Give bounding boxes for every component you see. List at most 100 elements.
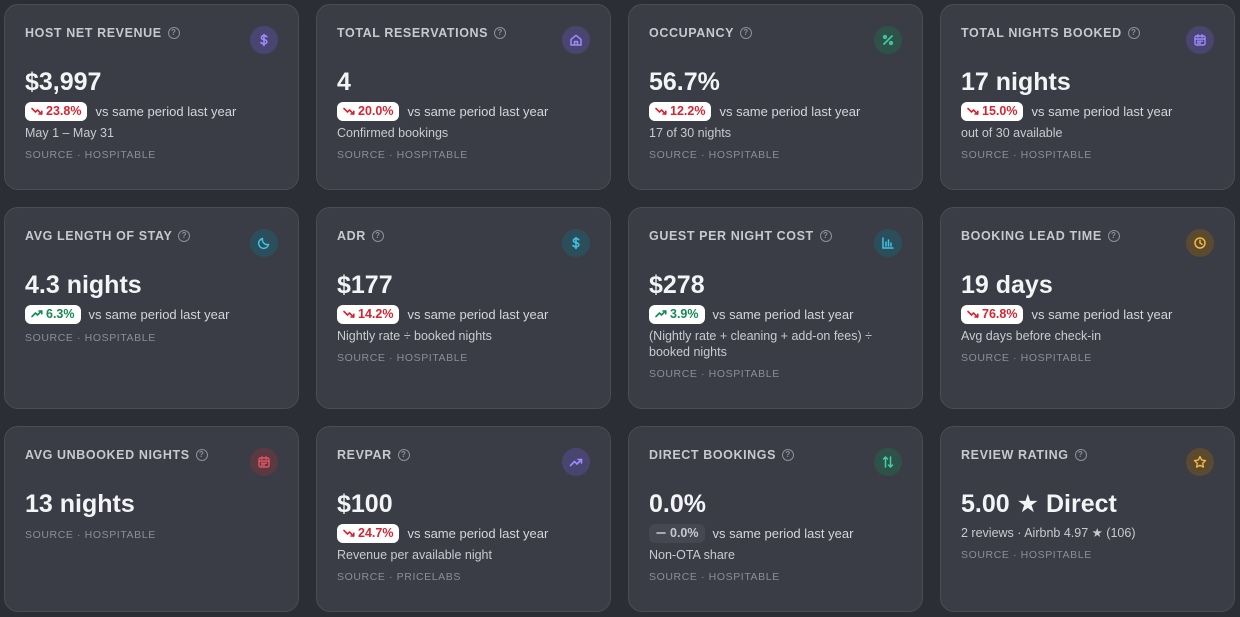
- metric-card-avg-unbooked-nights: AVG UNBOOKED NIGHTS ? 13 nights SOURCE · …: [4, 426, 299, 612]
- card-title-text: DIRECT BOOKINGS: [649, 448, 777, 462]
- delta-value: 23.8%: [46, 104, 82, 118]
- dollar-icon: [562, 229, 590, 257]
- card-title: TOTAL NIGHTS BOOKED ?: [961, 26, 1140, 40]
- help-icon[interactable]: ?: [195, 449, 208, 461]
- trend-flat-icon: [655, 528, 667, 538]
- delta-row: 14.2% vs same period last year: [337, 304, 590, 324]
- metric-card-total-reservations: TOTAL RESERVATIONS ? 4 20.0% vs same per…: [316, 4, 611, 190]
- delta-badge: 76.8%: [961, 304, 1024, 324]
- delta-row: 12.2% vs same period last year: [649, 101, 902, 121]
- delta-row: 76.8% vs same period last year: [961, 304, 1214, 324]
- comparison-label: vs same period last year: [1031, 306, 1173, 322]
- metric-value: 5.00 ★ Direct: [961, 490, 1117, 518]
- help-icon[interactable]: ?: [740, 27, 753, 39]
- help-icon[interactable]: ?: [397, 449, 410, 461]
- card-header: DIRECT BOOKINGS ?: [649, 447, 902, 483]
- delta-row: 3.9% vs same period last year: [649, 304, 902, 324]
- clock-icon: [1186, 229, 1214, 257]
- delta-value: 14.2%: [358, 307, 394, 321]
- arrows-icon: [874, 448, 902, 476]
- delta-value: 3.9%: [670, 307, 699, 321]
- card-title: DIRECT BOOKINGS ?: [649, 448, 795, 462]
- card-title: GUEST PER NIGHT COST ?: [649, 229, 832, 243]
- metric-card-review-rating: REVIEW RATING ? 5.00 ★ Direct 2 reviews ·…: [940, 426, 1235, 612]
- comparison-label: vs same period last year: [712, 525, 854, 541]
- home-icon: [562, 26, 590, 54]
- delta-row: 23.8% vs same period last year: [25, 101, 278, 121]
- metric-value: 17 nights: [961, 68, 1071, 96]
- help-icon[interactable]: ?: [1107, 230, 1120, 242]
- trend-down-icon: [343, 106, 355, 116]
- metric-value: $3,997: [25, 68, 102, 96]
- card-title: BOOKING LEAD TIME ?: [961, 229, 1120, 243]
- metric-card-revpar: REVPAR ? $100 24.7% vs same period last …: [316, 426, 611, 612]
- percent-icon: [874, 26, 902, 54]
- trend-down-icon: [343, 309, 355, 319]
- metric-card-host-net-revenue: HOST NET REVENUE ? $3,997 23.8% vs same …: [4, 4, 299, 190]
- delta-badge: 14.2%: [337, 304, 400, 324]
- delta-value: 20.0%: [358, 104, 394, 118]
- help-icon[interactable]: ?: [819, 230, 832, 242]
- comparison-label: vs same period last year: [88, 306, 230, 322]
- card-header: GUEST PER NIGHT COST ?: [649, 228, 902, 264]
- help-icon[interactable]: ?: [178, 230, 191, 242]
- metric-value: 19 days: [961, 271, 1053, 299]
- delta-badge: 6.3%: [25, 304, 81, 324]
- help-icon[interactable]: ?: [371, 230, 384, 242]
- card-title-text: TOTAL NIGHTS BOOKED: [961, 26, 1122, 40]
- card-header: AVG LENGTH OF STAY ?: [25, 228, 278, 264]
- help-icon[interactable]: ?: [1074, 449, 1087, 461]
- delta-value: 76.8%: [982, 307, 1018, 321]
- comparison-label: vs same period last year: [1031, 103, 1173, 119]
- source-label: SOURCE · HOSPITABLE: [25, 149, 156, 161]
- source-label: SOURCE · HOSPITABLE: [337, 149, 468, 161]
- card-title: REVIEW RATING ?: [961, 448, 1087, 462]
- calendar-icon: [250, 448, 278, 476]
- card-header: TOTAL RESERVATIONS ?: [337, 25, 590, 61]
- card-header: AVG UNBOOKED NIGHTS ?: [25, 447, 278, 483]
- delta-badge: 15.0%: [961, 101, 1024, 121]
- metric-subtext: 2 reviews · Airbnb 4.97 ★ (106): [961, 526, 1136, 540]
- source-label: SOURCE · HOSPITABLE: [25, 529, 156, 541]
- metric-subtext: Non-OTA share: [649, 548, 735, 562]
- card-title-text: BOOKING LEAD TIME: [961, 229, 1102, 243]
- comparison-label: vs same period last year: [407, 306, 549, 322]
- delta-badge: 0.0%: [649, 523, 705, 543]
- card-header: BOOKING LEAD TIME ?: [961, 228, 1214, 264]
- metric-subtext: 17 of 30 nights: [649, 126, 732, 140]
- trend-down-icon: [967, 309, 979, 319]
- card-title-text: AVG UNBOOKED NIGHTS: [25, 448, 190, 462]
- calendar-icon: [1186, 26, 1214, 54]
- metric-subtext: Revenue per available night: [337, 548, 492, 562]
- star-icon: [1186, 448, 1214, 476]
- delta-value: 15.0%: [982, 104, 1018, 118]
- metric-value: 56.7%: [649, 68, 720, 96]
- metric-card-guest-per-night-cost: GUEST PER NIGHT COST ? $278 3.9% vs same…: [628, 207, 923, 409]
- metric-card-total-nights-booked: TOTAL NIGHTS BOOKED ? 17 nights 15.0% vs…: [940, 4, 1235, 190]
- metric-card-avg-length-of-stay: AVG LENGTH OF STAY ? 4.3 nights 6.3% vs …: [4, 207, 299, 409]
- delta-row: 24.7% vs same period last year: [337, 523, 590, 543]
- metric-value: $100: [337, 490, 393, 518]
- card-title-text: REVIEW RATING: [961, 448, 1069, 462]
- help-icon[interactable]: ?: [1127, 27, 1140, 39]
- source-label: SOURCE · HOSPITABLE: [961, 149, 1092, 161]
- trend-up-icon: [655, 309, 667, 319]
- metric-subtext: Avg days before check-in: [961, 329, 1102, 343]
- metric-card-occupancy: OCCUPANCY ? 56.7% 12.2% vs same period l…: [628, 4, 923, 190]
- metric-value: 13 nights: [25, 490, 135, 518]
- card-title: AVG LENGTH OF STAY ?: [25, 229, 191, 243]
- delta-badge: 23.8%: [25, 101, 88, 121]
- trend-down-icon: [31, 106, 43, 116]
- source-label: SOURCE · HOSPITABLE: [337, 352, 468, 364]
- card-title-text: TOTAL RESERVATIONS: [337, 26, 489, 40]
- delta-row: 6.3% vs same period last year: [25, 304, 278, 324]
- source-label: SOURCE · HOSPITABLE: [961, 549, 1092, 561]
- help-icon[interactable]: ?: [167, 27, 180, 39]
- source-label: SOURCE · HOSPITABLE: [649, 368, 780, 380]
- source-label: SOURCE · HOSPITABLE: [649, 149, 780, 161]
- metric-subtext: Confirmed bookings: [337, 126, 449, 140]
- metric-value: 4.3 nights: [25, 271, 142, 299]
- help-icon[interactable]: ?: [494, 27, 507, 39]
- metric-subtext: May 1 – May 31: [25, 126, 114, 140]
- help-icon[interactable]: ?: [782, 449, 795, 461]
